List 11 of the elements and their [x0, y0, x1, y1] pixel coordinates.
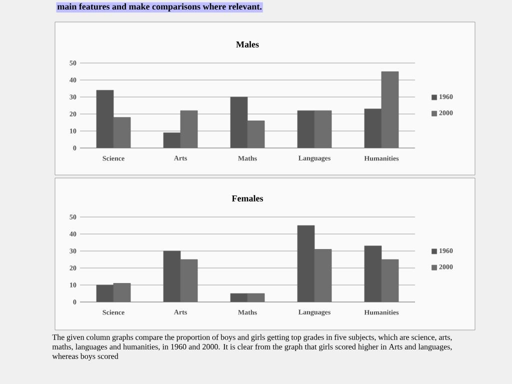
- bar: [163, 250, 181, 302]
- bar: [96, 90, 114, 148]
- chart-title: Males: [236, 41, 259, 48]
- chart-title: Females: [232, 195, 264, 202]
- bar: [364, 246, 382, 302]
- text: The given column graphs compare the proportion of boys and girls getting top grades in five subjects, which are science, arts, maths, languages and humanities, in 1960 and 2000. It is clear from the graph that girls scored higher in Arts and languages, whereas boys scored: [52, 334, 452, 361]
- bar: [230, 96, 248, 148]
- bar: [364, 108, 382, 148]
- bar: [297, 225, 315, 302]
- bar: [297, 110, 315, 148]
- text: main features and make comparisons where relevant.: [57, 3, 262, 12]
